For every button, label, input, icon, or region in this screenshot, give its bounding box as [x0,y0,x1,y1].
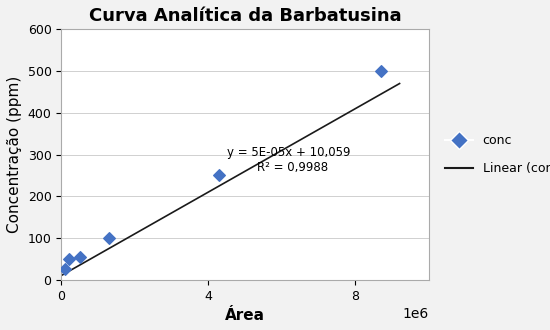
Linear (conc) [260,159,266,163]
Linear (conc) [258,160,265,164]
Legend: conc, Linear (conc): conc, Linear (conc) [439,128,550,181]
conc [75,254,84,259]
Linear (conc) [343,112,350,116]
Linear (conc) [365,100,371,104]
Linear (conc) [58,274,64,278]
conc [64,256,73,262]
X-axis label: Área: Área [225,308,265,323]
Linear (conc) [59,273,65,277]
Linear (conc) [265,156,272,160]
Linear (conc) [397,82,403,85]
conc [104,235,113,241]
Line: Linear (conc): Linear (conc) [61,83,400,276]
conc [215,173,224,178]
Y-axis label: Concentração (ppm): Concentração (ppm) [7,76,22,233]
Text: y = 5E-05x + 10,059
        R² = 0,9988: y = 5E-05x + 10,059 R² = 0,9988 [227,146,350,174]
conc [60,267,69,272]
Title: Curva Analítica da Barbatusina: Curva Analítica da Barbatusina [89,7,402,25]
conc [377,68,386,74]
